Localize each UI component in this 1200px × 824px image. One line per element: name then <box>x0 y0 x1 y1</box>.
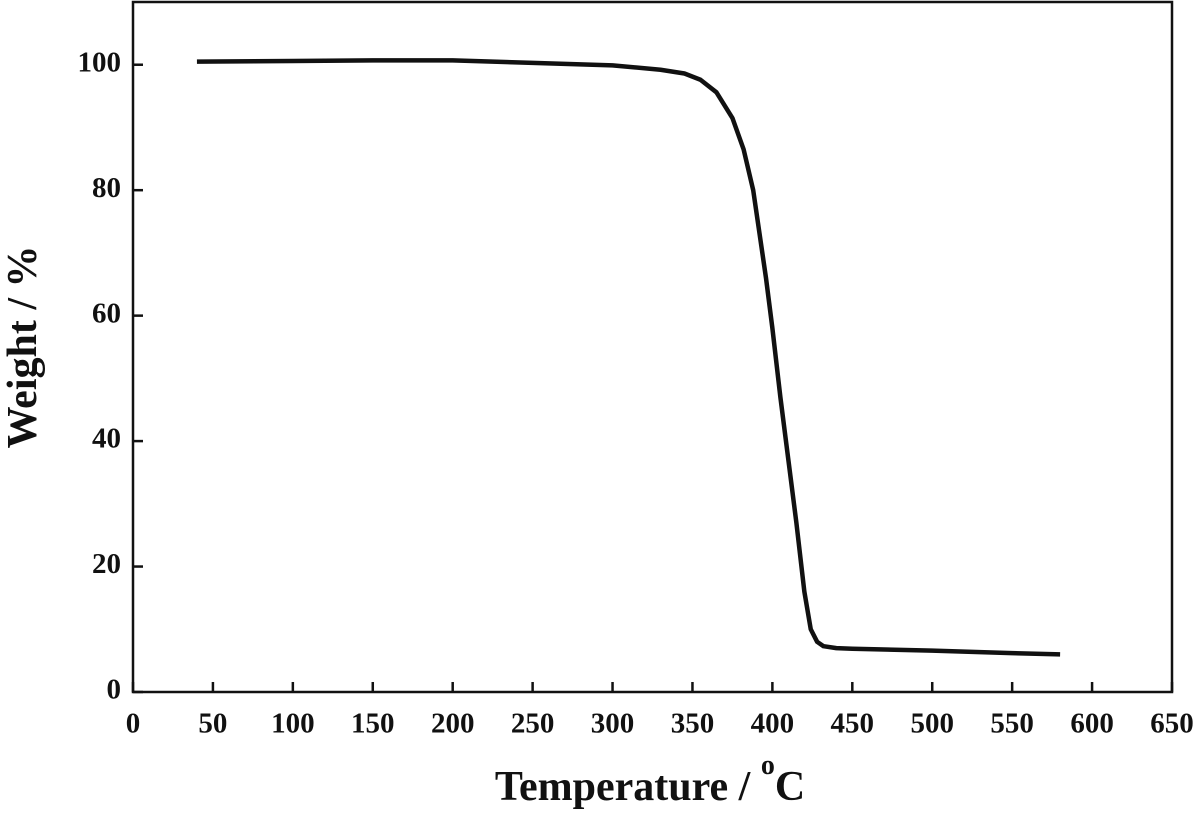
x-tick-label: 150 <box>351 708 395 740</box>
x-axis-title: Temperature / oC <box>495 750 805 810</box>
x-tick-label: 550 <box>990 708 1034 740</box>
x-axis-title-text: Temperature / <box>495 764 761 810</box>
x-tick-label: 200 <box>431 708 475 740</box>
x-tick-label: 300 <box>591 708 635 740</box>
x-tick-label: 0 <box>126 708 141 740</box>
y-tick-label: 20 <box>92 548 121 580</box>
x-tick-label: 500 <box>910 708 954 740</box>
y-tick-label: 40 <box>92 423 121 455</box>
y-tick-label: 60 <box>92 297 121 329</box>
x-tick-label: 250 <box>511 708 555 740</box>
plot-frame <box>131 0 1174 694</box>
x-tick-label: 650 <box>1150 708 1194 740</box>
x-tick-label: 400 <box>751 708 795 740</box>
x-tick-label: 350 <box>671 708 715 740</box>
x-tick-label: 600 <box>1070 708 1114 740</box>
data-line <box>196 58 1061 657</box>
x-tick-label: 100 <box>271 708 315 740</box>
y-tick-label: 100 <box>78 46 122 78</box>
x-tick-label: 450 <box>831 708 875 740</box>
y-tick-label: 80 <box>92 172 121 204</box>
x-axis-title-unit: C <box>775 764 805 810</box>
x-tick-label: 50 <box>198 708 227 740</box>
y-tick-label: 0 <box>107 674 122 706</box>
x-axis-title-sup: o <box>761 750 775 781</box>
y-axis-title: Weight / % <box>0 245 46 448</box>
